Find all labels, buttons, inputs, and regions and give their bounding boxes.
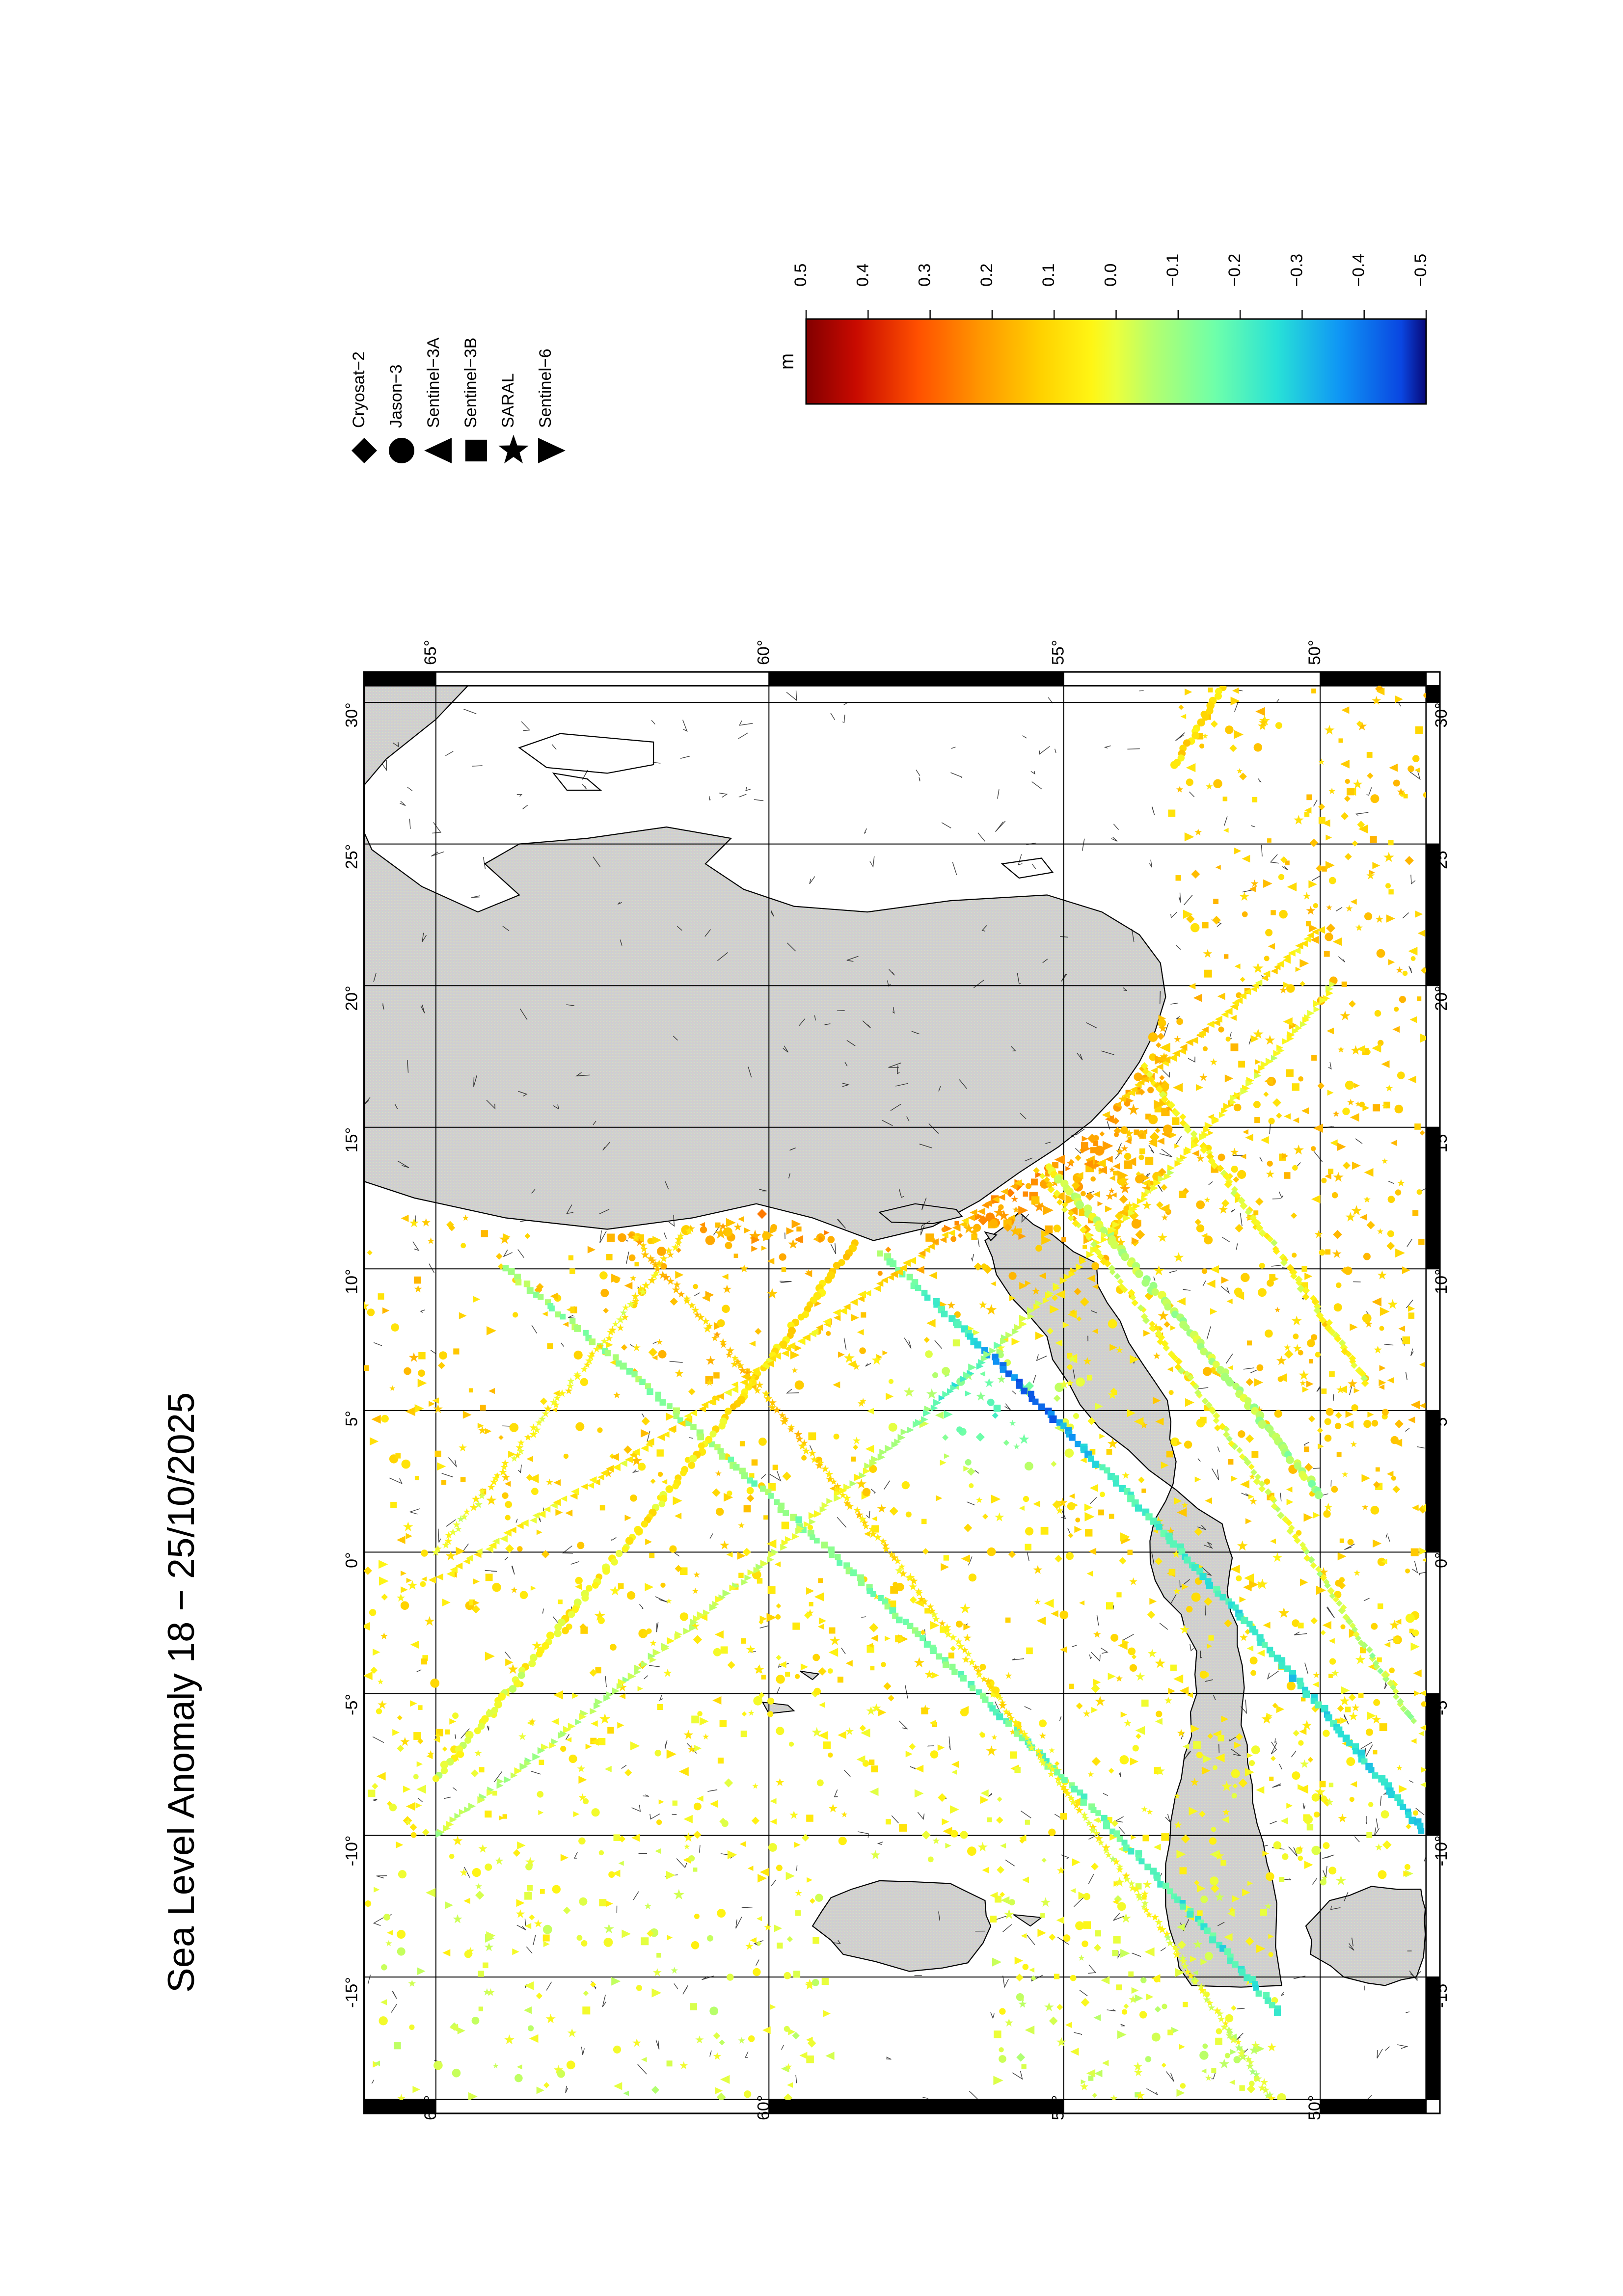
svg-text:65°: 65° — [421, 2095, 440, 2120]
svg-text:25°: 25° — [343, 844, 361, 869]
svg-text:0.2: 0.2 — [977, 264, 996, 287]
svg-text:0.1: 0.1 — [1039, 264, 1058, 287]
svg-text:60°: 60° — [754, 2095, 773, 2120]
svg-text:m: m — [776, 353, 798, 370]
svg-text:10°: 10° — [1432, 1269, 1451, 1294]
svg-text:0.3: 0.3 — [916, 264, 934, 287]
svg-text:−0.4: −0.4 — [1350, 254, 1368, 287]
svg-text:15°: 15° — [343, 1127, 361, 1152]
svg-text:−0.5: −0.5 — [1411, 254, 1430, 287]
svg-text:Jason−3: Jason−3 — [387, 365, 406, 428]
svg-text:-5°: -5° — [343, 1694, 361, 1715]
svg-text:−0.3: −0.3 — [1287, 254, 1306, 287]
svg-text:−0.2: −0.2 — [1225, 254, 1244, 287]
svg-text:-10°: -10° — [1432, 1836, 1451, 1867]
svg-text:0°: 0° — [1432, 1552, 1451, 1568]
svg-text:Sentinel−6: Sentinel−6 — [536, 348, 555, 428]
svg-text:Sentinel−3A: Sentinel−3A — [424, 337, 443, 428]
svg-text:30°: 30° — [343, 702, 361, 727]
svg-text:50°: 50° — [1305, 640, 1324, 665]
svg-text:-15°: -15° — [343, 1977, 361, 2008]
svg-text:-15°: -15° — [1432, 1977, 1451, 2008]
svg-text:65°: 65° — [421, 640, 440, 665]
svg-text:5°: 5° — [1432, 1411, 1451, 1427]
svg-text:0°: 0° — [343, 1552, 361, 1568]
svg-text:Sea Level Anomaly 18 − 25/10/2: Sea Level Anomaly 18 − 25/10/2025 — [161, 1392, 202, 1993]
svg-text:15°: 15° — [1432, 1127, 1451, 1152]
svg-text:SARAL: SARAL — [499, 374, 517, 428]
svg-text:5°: 5° — [343, 1411, 361, 1427]
svg-text:55°: 55° — [1049, 2095, 1068, 2120]
svg-text:0.0: 0.0 — [1102, 264, 1120, 287]
svg-text:-5°: -5° — [1432, 1694, 1451, 1715]
svg-text:55°: 55° — [1049, 640, 1068, 665]
svg-text:10°: 10° — [343, 1269, 361, 1294]
svg-text:20°: 20° — [1432, 986, 1451, 1011]
svg-text:−0.1: −0.1 — [1163, 254, 1182, 287]
svg-text:20°: 20° — [343, 986, 361, 1011]
svg-text:0.5: 0.5 — [791, 264, 810, 287]
svg-text:Sentinel−3B: Sentinel−3B — [461, 338, 480, 428]
svg-text:60°: 60° — [754, 640, 773, 665]
svg-text:50°: 50° — [1305, 2095, 1324, 2120]
svg-text:Cryosat−2: Cryosat−2 — [350, 351, 368, 428]
svg-text:-10°: -10° — [343, 1836, 361, 1867]
svg-text:0.4: 0.4 — [853, 264, 872, 287]
svg-text:30°: 30° — [1432, 702, 1451, 727]
svg-text:25°: 25° — [1432, 844, 1451, 869]
